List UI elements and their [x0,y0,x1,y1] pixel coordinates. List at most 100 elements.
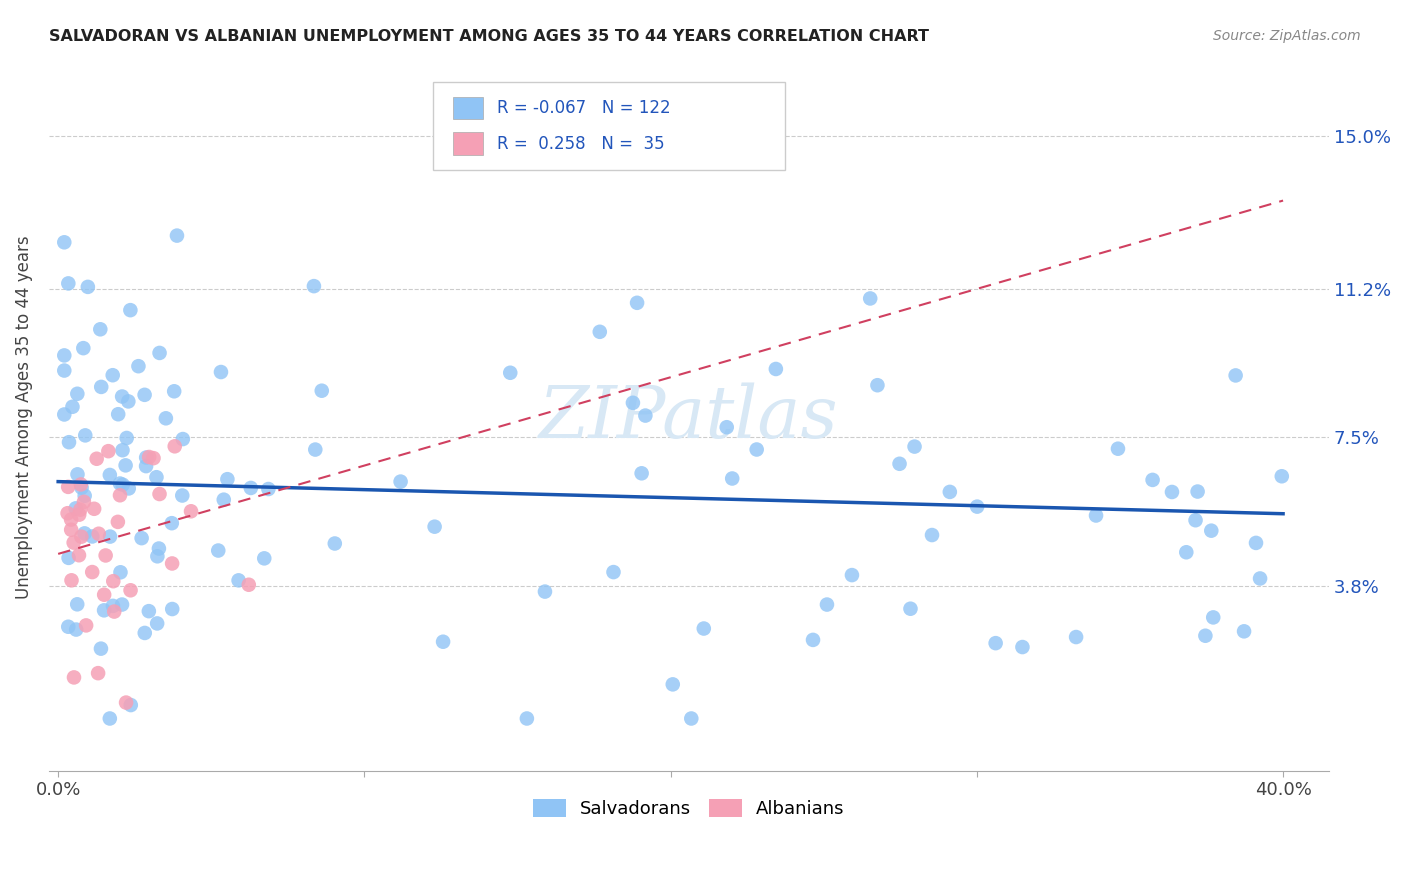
Point [53,235,76,250]
Point [160,602,183,616]
Point [66,386,89,401]
Point [257,482,280,496]
Point [56,506,79,520]
Point [115,431,138,445]
Point [148,487,170,501]
Point [67,508,90,522]
Point [1271,469,1294,483]
Point [1244,536,1267,550]
Point [499,366,522,380]
Point [160,557,183,571]
Point [423,519,446,533]
Point [135,450,157,465]
Point [127,359,149,374]
Point [1175,545,1198,559]
Point [115,696,138,710]
Point [217,472,239,486]
Point [311,384,333,398]
Point [90,641,112,656]
Point [1202,610,1225,624]
Point [53,363,76,377]
Point [75,618,97,632]
Point [984,636,1007,650]
Point [98,711,121,725]
Point [94,549,117,563]
Point [534,584,557,599]
Point [108,488,131,502]
Point [209,365,232,379]
Point [621,396,644,410]
Point [108,476,131,491]
Point [58,620,80,634]
Point [73,489,96,503]
Point [238,578,260,592]
Point [626,295,648,310]
Point [134,626,156,640]
Point [1225,368,1247,383]
Text: R =  0.258   N =  35: R = 0.258 N = 35 [498,135,665,153]
Point [903,440,925,454]
Text: Source: ZipAtlas.com: Source: ZipAtlas.com [1213,29,1361,43]
Point [138,450,160,464]
Point [82,529,104,543]
Point [630,467,652,481]
Point [58,550,80,565]
Point [889,457,911,471]
Point [134,388,156,402]
Text: R = -0.067   N = 122: R = -0.067 N = 122 [498,99,671,117]
Point [56,480,79,494]
Point [1085,508,1108,523]
Point [716,420,738,434]
Point [1107,442,1129,456]
Point [111,443,134,458]
Point [98,467,121,482]
Point [53,348,76,362]
Point [66,467,89,482]
Point [148,346,170,360]
Point [765,362,787,376]
Point [1161,485,1184,500]
Point [634,409,657,423]
Point [62,400,84,414]
Point [432,634,454,648]
Point [172,489,194,503]
Point [120,303,142,318]
Point [90,380,112,394]
Point [815,598,838,612]
Point [163,439,186,453]
Point [302,279,325,293]
Point [66,597,89,611]
Point [103,605,125,619]
Legend: Salvadorans, Albanians: Salvadorans, Albanians [526,791,852,825]
Point [111,477,134,491]
Point [58,435,80,450]
Point [89,322,111,336]
FancyBboxPatch shape [433,82,785,170]
Point [900,601,922,615]
Point [131,531,153,545]
Point [76,280,98,294]
Point [163,384,186,399]
Point [70,530,93,544]
Point [103,574,125,589]
Y-axis label: Unemployment Among Ages 35 to 44 years: Unemployment Among Ages 35 to 44 years [15,235,32,599]
Point [1011,640,1033,654]
Point [146,616,169,631]
Point [120,698,142,712]
Point [87,526,110,541]
Point [60,574,83,588]
Point [166,228,188,243]
Point [135,459,157,474]
Point [53,408,76,422]
Point [1249,572,1271,586]
Point [866,378,889,392]
Text: SALVADORAN VS ALBANIAN UNEMPLOYMENT AMONG AGES 35 TO 44 YEARS CORRELATION CHART: SALVADORAN VS ALBANIAN UNEMPLOYMENT AMON… [49,29,929,44]
Point [107,407,129,421]
Point [253,551,276,566]
Point [1187,484,1209,499]
Point [118,482,141,496]
Point [69,502,91,516]
Point [693,622,716,636]
Point [304,442,326,457]
Point [101,599,124,613]
